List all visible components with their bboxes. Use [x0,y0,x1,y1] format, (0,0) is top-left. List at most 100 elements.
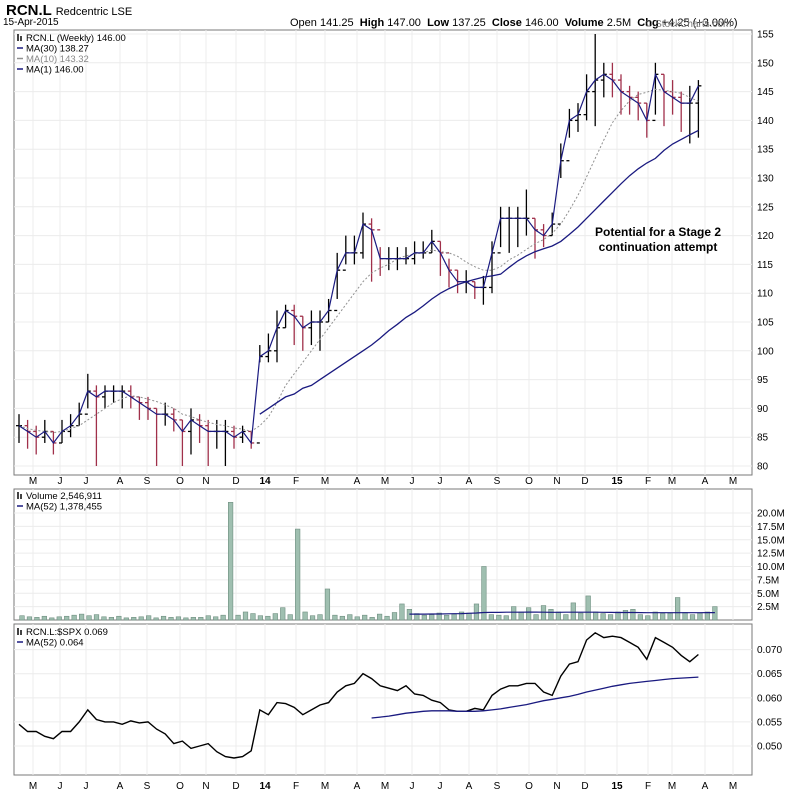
price-bar [299,315,306,351]
quote-date: 15-Apr-2015 [3,17,59,28]
x-tick-label-price: F [293,476,299,487]
x-tick-label-bottom: J [84,781,89,792]
price-y-tick-label: 140 [757,116,774,127]
volume-bar [496,614,502,621]
volume-bar [108,617,114,621]
rs-y-tick-label: 0.065 [757,669,782,680]
chg-value: +4.25 (+3.00%) [661,17,738,29]
x-tick-label-price: A [117,476,124,487]
quote-summary: Open 141.25 High 147.00 Low 137.25 Close… [290,17,738,29]
price-y-tick-label: 125 [757,202,774,213]
legend-entry: MA(52) 1,378,455 [26,502,102,513]
price-panel [16,34,702,466]
price-bar [308,310,315,346]
x-tick-label-bottom: A [466,781,473,792]
x-tick-label-bottom: A [354,781,361,792]
x-tick-label-bottom: D [232,781,239,792]
x-tick-label-bottom: S [494,781,501,792]
price-y-tick-label: 90 [757,404,769,415]
volume-bar [242,611,249,621]
price-bar [514,206,521,248]
volume-bar [295,528,301,621]
volume-bar [429,614,435,621]
close-label: Close [491,17,522,29]
volume-bar [674,597,681,621]
price-y-tick-label: 145 [757,87,774,98]
rs-ma52-line [371,676,699,719]
close-value: 146.00 [524,17,559,29]
x-tick-label-bottom: 15 [611,781,623,792]
x-tick-label-price: N [202,476,209,487]
x-tick-label-price: 15 [611,476,623,487]
price-bar [222,419,229,466]
ticker-title: RCN.L Redcentric LSE [6,2,133,19]
volume-bar [56,616,62,621]
price-bar [489,241,495,294]
volume-bar [153,617,159,621]
x-tick-label-price: N [553,476,560,487]
open-value: 141.25 [319,17,354,29]
legend-swatch [17,492,19,499]
volume-y-tick-label: 15.0M [757,535,785,546]
rs-y-tick-label: 0.050 [757,741,782,752]
volume-bar [309,615,316,621]
price-bar [317,310,323,351]
x-tick-label-price: D [581,476,588,487]
volume-bar [704,611,710,621]
x-tick-label-price: J [410,476,415,487]
volume-bar [503,615,509,621]
volume-label: Volume [564,17,604,29]
volume-bar [235,614,241,621]
price-y-tick-label: 95 [757,375,769,386]
price-y-tick-label: 130 [757,174,774,185]
panel-frames [13,29,753,776]
volume-bar [362,614,368,621]
volume-bar [518,611,524,621]
volume-bar [347,614,353,621]
legend-entry: RCN.L:$SPX 0.069 [26,627,108,638]
volume-bar [615,611,621,621]
price-bar [265,333,272,363]
price-bar [110,385,117,403]
x-tick-label-price: O [176,476,184,487]
volume-bar [652,611,658,621]
legend-entry: MA(30) 138.27 [26,44,89,55]
rs-y-tick-label: 0.055 [757,717,782,728]
volume-bar [667,612,673,621]
volume-bar [697,612,703,621]
volume-bar [354,616,360,621]
price-y-tick-label: 155 [757,30,774,41]
volume-bar [548,609,554,621]
rs-ratio-line [18,631,699,759]
legend-swatch [20,36,22,41]
volume-panel [19,502,718,621]
volume-bar [637,614,643,621]
x-tick-label-price: M [381,476,389,487]
volume-bar [645,615,651,621]
volume-bar [458,611,465,621]
volume-bar [123,617,129,621]
x-tick-label-bottom: A [117,781,124,792]
price-y-tick-label: 135 [757,145,774,156]
price-bar [274,310,280,363]
volume-bar [533,614,539,621]
price-bar [16,414,22,443]
ma1-line [18,72,699,445]
volume-bar [160,615,167,621]
volume-bar [287,614,293,621]
volume-bar [280,607,286,621]
x-tick-label-bottom: D [581,781,588,792]
volume-bar [34,617,40,621]
relative-strength-panel [18,631,699,759]
volume-bar [712,606,718,621]
x-tick-label-price: M [29,476,37,487]
volume-bar [481,566,487,621]
panel-frame-0 [13,29,753,476]
x-tick-label-bottom: 14 [259,781,271,792]
price-bar [437,240,444,276]
volume-bar [511,606,517,621]
volume-bar [79,613,85,621]
x-tick-label-bottom: O [525,781,533,792]
volume-bar [205,615,211,621]
